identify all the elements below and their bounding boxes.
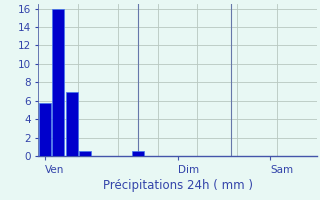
X-axis label: Précipitations 24h ( mm ): Précipitations 24h ( mm )	[103, 179, 252, 192]
Bar	[132, 151, 144, 156]
Bar	[39, 103, 51, 156]
Bar	[79, 151, 91, 156]
Bar	[66, 92, 77, 156]
Bar	[52, 9, 64, 156]
